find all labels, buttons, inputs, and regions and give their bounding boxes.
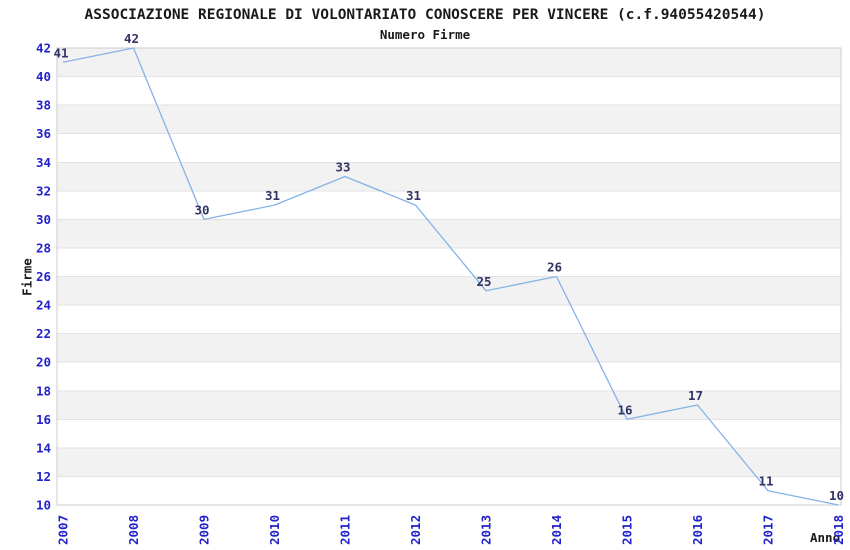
- x-tick-label: 2011: [338, 515, 353, 545]
- x-tick-label: 2014: [549, 515, 564, 545]
- x-tick-label: 2015: [620, 515, 635, 545]
- x-tick-label: 2010: [267, 515, 282, 545]
- point-label: 42: [124, 31, 139, 46]
- point-label: 33: [335, 160, 350, 175]
- y-tick-label: 16: [36, 412, 51, 427]
- plot-band: [57, 333, 841, 363]
- x-tick-label: 2018: [831, 515, 846, 545]
- y-tick-label: 24: [36, 298, 51, 313]
- point-label: 10: [829, 488, 844, 503]
- y-tick-label: 26: [36, 269, 51, 284]
- plot-band: [57, 48, 841, 77]
- y-tick-label: 22: [36, 326, 51, 341]
- y-tick-label: 40: [36, 69, 51, 84]
- point-label: 17: [688, 388, 703, 403]
- chart-title: ASSOCIAZIONE REGIONALE DI VOLONTARIATO C…: [84, 7, 766, 23]
- plot-band: [57, 276, 841, 306]
- chart-subtitle: Numero Firme: [379, 27, 471, 42]
- point-label: 26: [547, 260, 562, 275]
- data-line: [62, 47, 839, 506]
- x-tick-label: 2016: [690, 515, 705, 545]
- y-tick-label: 28: [36, 240, 51, 255]
- y-tick-label: 36: [36, 126, 51, 141]
- y-tick-label: 32: [36, 183, 51, 198]
- y-tick-label: 20: [36, 355, 51, 370]
- point-label: 31: [406, 188, 421, 203]
- y-tick-label: 12: [36, 469, 51, 484]
- point-label: 30: [194, 202, 209, 217]
- x-tick-label: 2017: [761, 515, 776, 545]
- point-label: 31: [265, 188, 280, 203]
- plot-band: [57, 390, 841, 420]
- y-tick-label: 14: [36, 440, 51, 455]
- y-tick-label: 10: [36, 498, 51, 513]
- point-label: 16: [617, 402, 632, 417]
- x-tick-label: 2008: [126, 515, 141, 545]
- y-tick-label: 34: [36, 155, 51, 170]
- x-tick-label: 2007: [56, 515, 71, 545]
- point-label: 25: [476, 274, 491, 289]
- point-label: 11: [758, 474, 773, 489]
- x-tick-label: 2012: [408, 515, 423, 545]
- plot-band: [57, 447, 841, 477]
- x-tick-label: 2013: [479, 515, 494, 545]
- x-tick-label: 2009: [197, 515, 212, 545]
- y-tick-label: 42: [36, 41, 51, 56]
- plot-band: [57, 219, 841, 248]
- plot-border: [56, 47, 842, 506]
- plot-band: [57, 162, 841, 191]
- y-tick-label: 38: [36, 98, 51, 113]
- y-tick-label: 30: [36, 212, 51, 227]
- x-axis-label: Anno: [810, 530, 841, 545]
- plot-band: [57, 105, 841, 134]
- y-tick-label: 18: [36, 383, 51, 398]
- point-label: 41: [53, 45, 68, 60]
